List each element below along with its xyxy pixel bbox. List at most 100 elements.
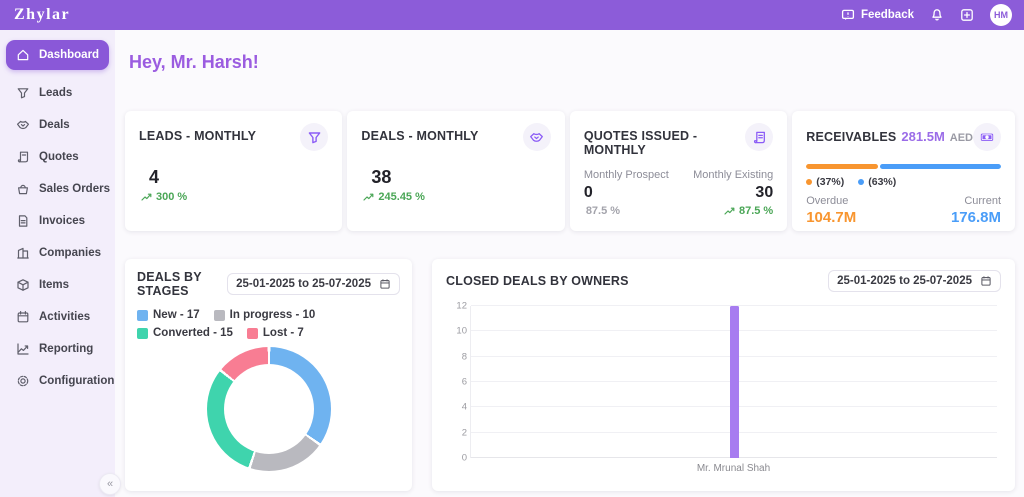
page-greeting: Hey, Mr. Harsh! xyxy=(129,52,259,72)
sidebar-item-sales-orders[interactable]: Sales Orders xyxy=(0,174,115,204)
sidebar-item-label: Configuration xyxy=(39,375,115,387)
legend-label: New - 17 xyxy=(153,309,200,321)
current-label: Current xyxy=(964,195,1002,207)
owners-date-range-value: 25-01-2025 to 25-07-2025 xyxy=(837,275,972,287)
y-tick-label: 0 xyxy=(461,452,467,464)
stages-date-range-value: 25-01-2025 to 25-07-2025 xyxy=(236,278,371,290)
sidebar-item-label: Quotes xyxy=(39,151,79,163)
sidebar: Dashboard Leads Deals Quotes Sales Orders Inv… xyxy=(0,30,115,497)
owner-bar[interactable] xyxy=(729,306,739,458)
sidebar-item-label: Reporting xyxy=(39,343,94,355)
sidebar-item-deals[interactable]: Deals xyxy=(0,110,115,140)
legend-label: In progress - 10 xyxy=(229,309,316,321)
handshake-icon xyxy=(17,120,29,130)
legend-label: Converted - 15 xyxy=(153,327,233,339)
y-tick-label: 10 xyxy=(456,325,467,337)
overdue-pct: (37%) xyxy=(806,176,844,188)
owners-bar-plot: 0 2 4 6 8 10 12 xyxy=(456,301,997,464)
trend-up-icon xyxy=(724,207,735,215)
y-tick-label: 6 xyxy=(461,376,467,388)
sidebar-collapse-button[interactable]: « xyxy=(99,473,121,495)
y-tick-label: 12 xyxy=(456,300,467,312)
overdue-value: 104.7M xyxy=(806,209,857,226)
user-avatar[interactable]: HM xyxy=(990,4,1012,26)
stages-date-range-picker[interactable]: 25-01-2025 to 25-07-2025 xyxy=(227,273,400,295)
existing-label: Monthly Existing xyxy=(693,169,774,181)
sidebar-item-dashboard[interactable]: Dashboard xyxy=(6,40,109,70)
chart-icon xyxy=(17,343,29,355)
legend-swatch-icon xyxy=(137,327,148,339)
y-tick-label: 8 xyxy=(461,351,467,363)
sidebar-item-quotes[interactable]: Quotes xyxy=(0,142,115,172)
sidebar-item-label: Invoices xyxy=(39,215,86,227)
x-axis-label: Mr. Mrunal Shah xyxy=(696,463,771,474)
sidebar-item-activities[interactable]: Activities xyxy=(0,302,115,332)
legend-item[interactable]: In progress - 10 xyxy=(213,309,316,321)
overdue-progress-segment xyxy=(806,164,878,169)
leads-trend: 300 % xyxy=(141,191,328,203)
y-tick-label: 4 xyxy=(461,401,467,413)
prospect-label: Monthly Prospect xyxy=(583,169,669,181)
owners-date-range-picker[interactable]: 25-01-2025 to 25-07-2025 xyxy=(828,270,1001,292)
leads-card-title: LEADS - MONTHLY xyxy=(139,129,257,143)
deals-by-stages-card: DEALS BY STAGES 25-01-2025 to 25-07-2025… xyxy=(125,259,412,491)
basket-icon xyxy=(18,184,28,195)
box-icon xyxy=(17,279,29,291)
legend-item[interactable]: Converted - 15 xyxy=(137,327,233,339)
donut-hole xyxy=(223,364,314,454)
sidebar-item-reporting[interactable]: Reporting xyxy=(0,334,115,364)
quotes-issued-card: QUOTES ISSUED - MONTHLY Monthly Prospect… xyxy=(569,111,788,231)
legend-swatch-icon xyxy=(213,309,225,321)
deals-card-title: DEALS - MONTHLY xyxy=(361,129,479,143)
prospect-value: 0 xyxy=(583,184,593,201)
feedback-label: Feedback xyxy=(860,9,914,21)
sidebar-item-companies[interactable]: Companies xyxy=(0,238,115,268)
owners-x-labels: Mr. Mrunal Shah xyxy=(470,463,997,474)
top-bar: Zhylar Feedback HM xyxy=(0,0,1024,30)
prospect-trend: 87.5 % xyxy=(585,205,621,217)
building-icon xyxy=(17,247,29,259)
banknote-icon[interactable] xyxy=(973,123,1002,151)
receivables-currency: AED xyxy=(949,132,974,144)
notifications-bell-icon[interactable] xyxy=(930,8,944,22)
current-value: 176.8M xyxy=(950,209,1002,226)
feedback-icon xyxy=(841,8,855,22)
trend-up-icon xyxy=(141,193,152,201)
handshake-icon[interactable] xyxy=(522,123,551,151)
calendar-icon xyxy=(380,279,390,289)
overdue-dot-icon xyxy=(806,179,813,185)
home-icon xyxy=(17,49,29,61)
sidebar-item-label: Leads xyxy=(39,87,73,99)
trend-up-icon xyxy=(363,193,374,201)
legend-item[interactable]: New - 17 xyxy=(137,309,200,321)
app-logo: Zhylar xyxy=(14,6,71,23)
sidebar-item-configuration[interactable]: Configuration xyxy=(0,366,115,396)
quick-add-icon[interactable] xyxy=(960,8,974,22)
sidebar-item-items[interactable]: Items xyxy=(0,270,115,300)
sidebar-item-label: Items xyxy=(39,279,70,291)
scroll-icon xyxy=(17,151,29,163)
current-pct: (63%) xyxy=(858,176,896,188)
grid-line xyxy=(471,305,997,306)
sidebar-item-invoices[interactable]: Invoices xyxy=(0,206,115,236)
y-tick-label: 2 xyxy=(461,427,467,439)
deals-monthly-card: DEALS - MONTHLY 38 245.45 % xyxy=(347,111,565,231)
funnel-icon xyxy=(17,88,29,99)
legend-item[interactable]: Lost - 7 xyxy=(246,327,304,339)
deals-stages-donut[interactable] xyxy=(206,347,331,471)
sidebar-item-leads[interactable]: Leads xyxy=(0,78,115,108)
stages-chart-title: DEALS BY STAGES xyxy=(137,270,202,298)
quotes-card-title: QUOTES ISSUED - MONTHLY xyxy=(583,129,698,157)
feedback-button[interactable]: Feedback xyxy=(841,8,914,22)
quote-scroll-icon[interactable] xyxy=(745,123,774,151)
sidebar-item-label: Activities xyxy=(39,311,91,323)
funnel-icon[interactable] xyxy=(300,123,329,151)
legend-label: Lost - 7 xyxy=(262,327,304,339)
receivables-progress-bar xyxy=(806,164,1002,169)
main-content: Hey, Mr. Harsh! LEADS - MONTHLY 4 300 % xyxy=(115,30,1024,497)
sidebar-item-label: Sales Orders xyxy=(39,183,110,195)
sidebar-item-label: Dashboard xyxy=(39,49,100,61)
sidebar-item-label: Deals xyxy=(39,119,70,131)
overdue-label: Overdue xyxy=(806,195,849,207)
current-progress-segment xyxy=(879,164,1002,169)
